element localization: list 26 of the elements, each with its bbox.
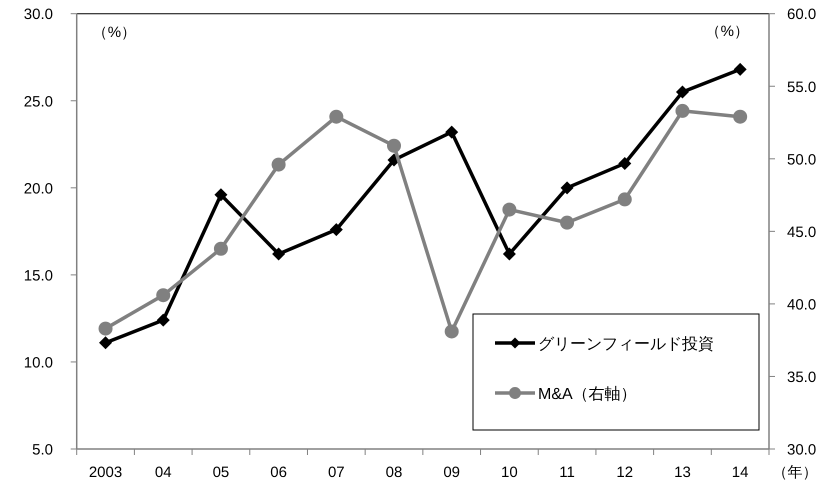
point (98, 322, 113, 336)
y2label: （%） (706, 23, 749, 40)
point (445, 126, 458, 139)
point (675, 104, 690, 118)
point (99, 336, 112, 350)
ylabel: （%） (92, 24, 136, 41)
point (214, 242, 228, 256)
point (676, 86, 689, 99)
point (618, 192, 632, 206)
point (734, 62, 747, 76)
point (272, 247, 286, 260)
point (156, 314, 170, 327)
point (502, 202, 516, 217)
point (387, 138, 402, 153)
point (560, 181, 574, 194)
point (156, 288, 170, 302)
point (618, 156, 632, 170)
point (329, 110, 344, 124)
point (560, 216, 574, 230)
point (330, 223, 343, 236)
point (214, 188, 228, 202)
point (502, 247, 516, 260)
point (272, 158, 286, 172)
point (444, 324, 459, 338)
point (733, 110, 748, 124)
xlabel: （年） (772, 464, 818, 481)
